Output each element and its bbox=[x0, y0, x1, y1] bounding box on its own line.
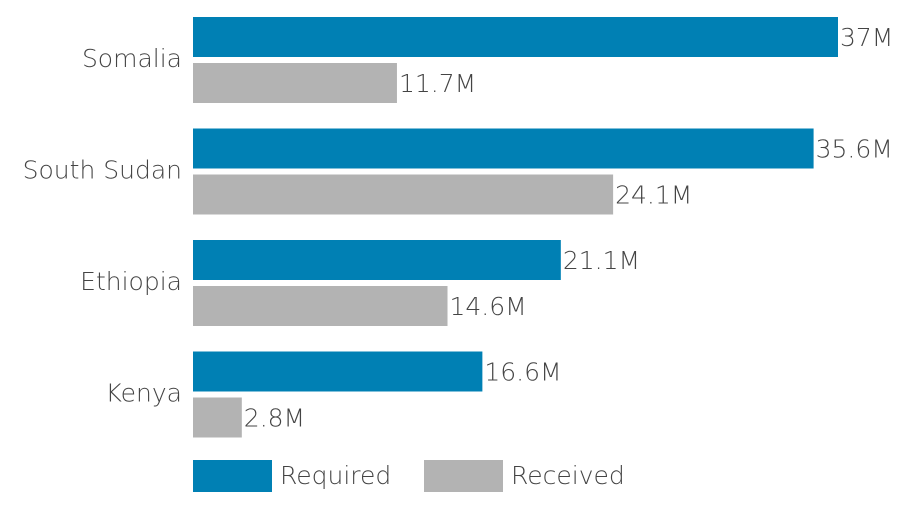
legend-label: Required bbox=[280, 461, 391, 490]
legend-swatch bbox=[424, 460, 503, 492]
bar bbox=[193, 174, 614, 215]
legend-swatch bbox=[193, 460, 272, 492]
value-label: 16.6M bbox=[484, 358, 561, 387]
value-label: 2.8M bbox=[244, 404, 305, 433]
legend-label: Received bbox=[511, 461, 625, 490]
bar bbox=[193, 63, 397, 103]
category-label: Kenya bbox=[106, 379, 183, 408]
value-label: 11.7M bbox=[399, 69, 476, 98]
value-label: 37M bbox=[840, 23, 893, 52]
bar bbox=[193, 286, 448, 326]
value-label: 14.6M bbox=[450, 292, 527, 321]
value-label: 35.6M bbox=[816, 135, 893, 164]
value-label: 21.1M bbox=[563, 246, 640, 275]
bar bbox=[193, 240, 561, 280]
bar bbox=[193, 351, 483, 392]
category-label: South Sudan bbox=[23, 156, 182, 185]
bar bbox=[193, 128, 814, 169]
bar bbox=[193, 17, 838, 57]
category-label: Somalia bbox=[82, 44, 182, 73]
category-label: Ethiopia bbox=[80, 267, 182, 296]
value-label: 24.1M bbox=[615, 181, 692, 210]
bar bbox=[193, 397, 242, 438]
